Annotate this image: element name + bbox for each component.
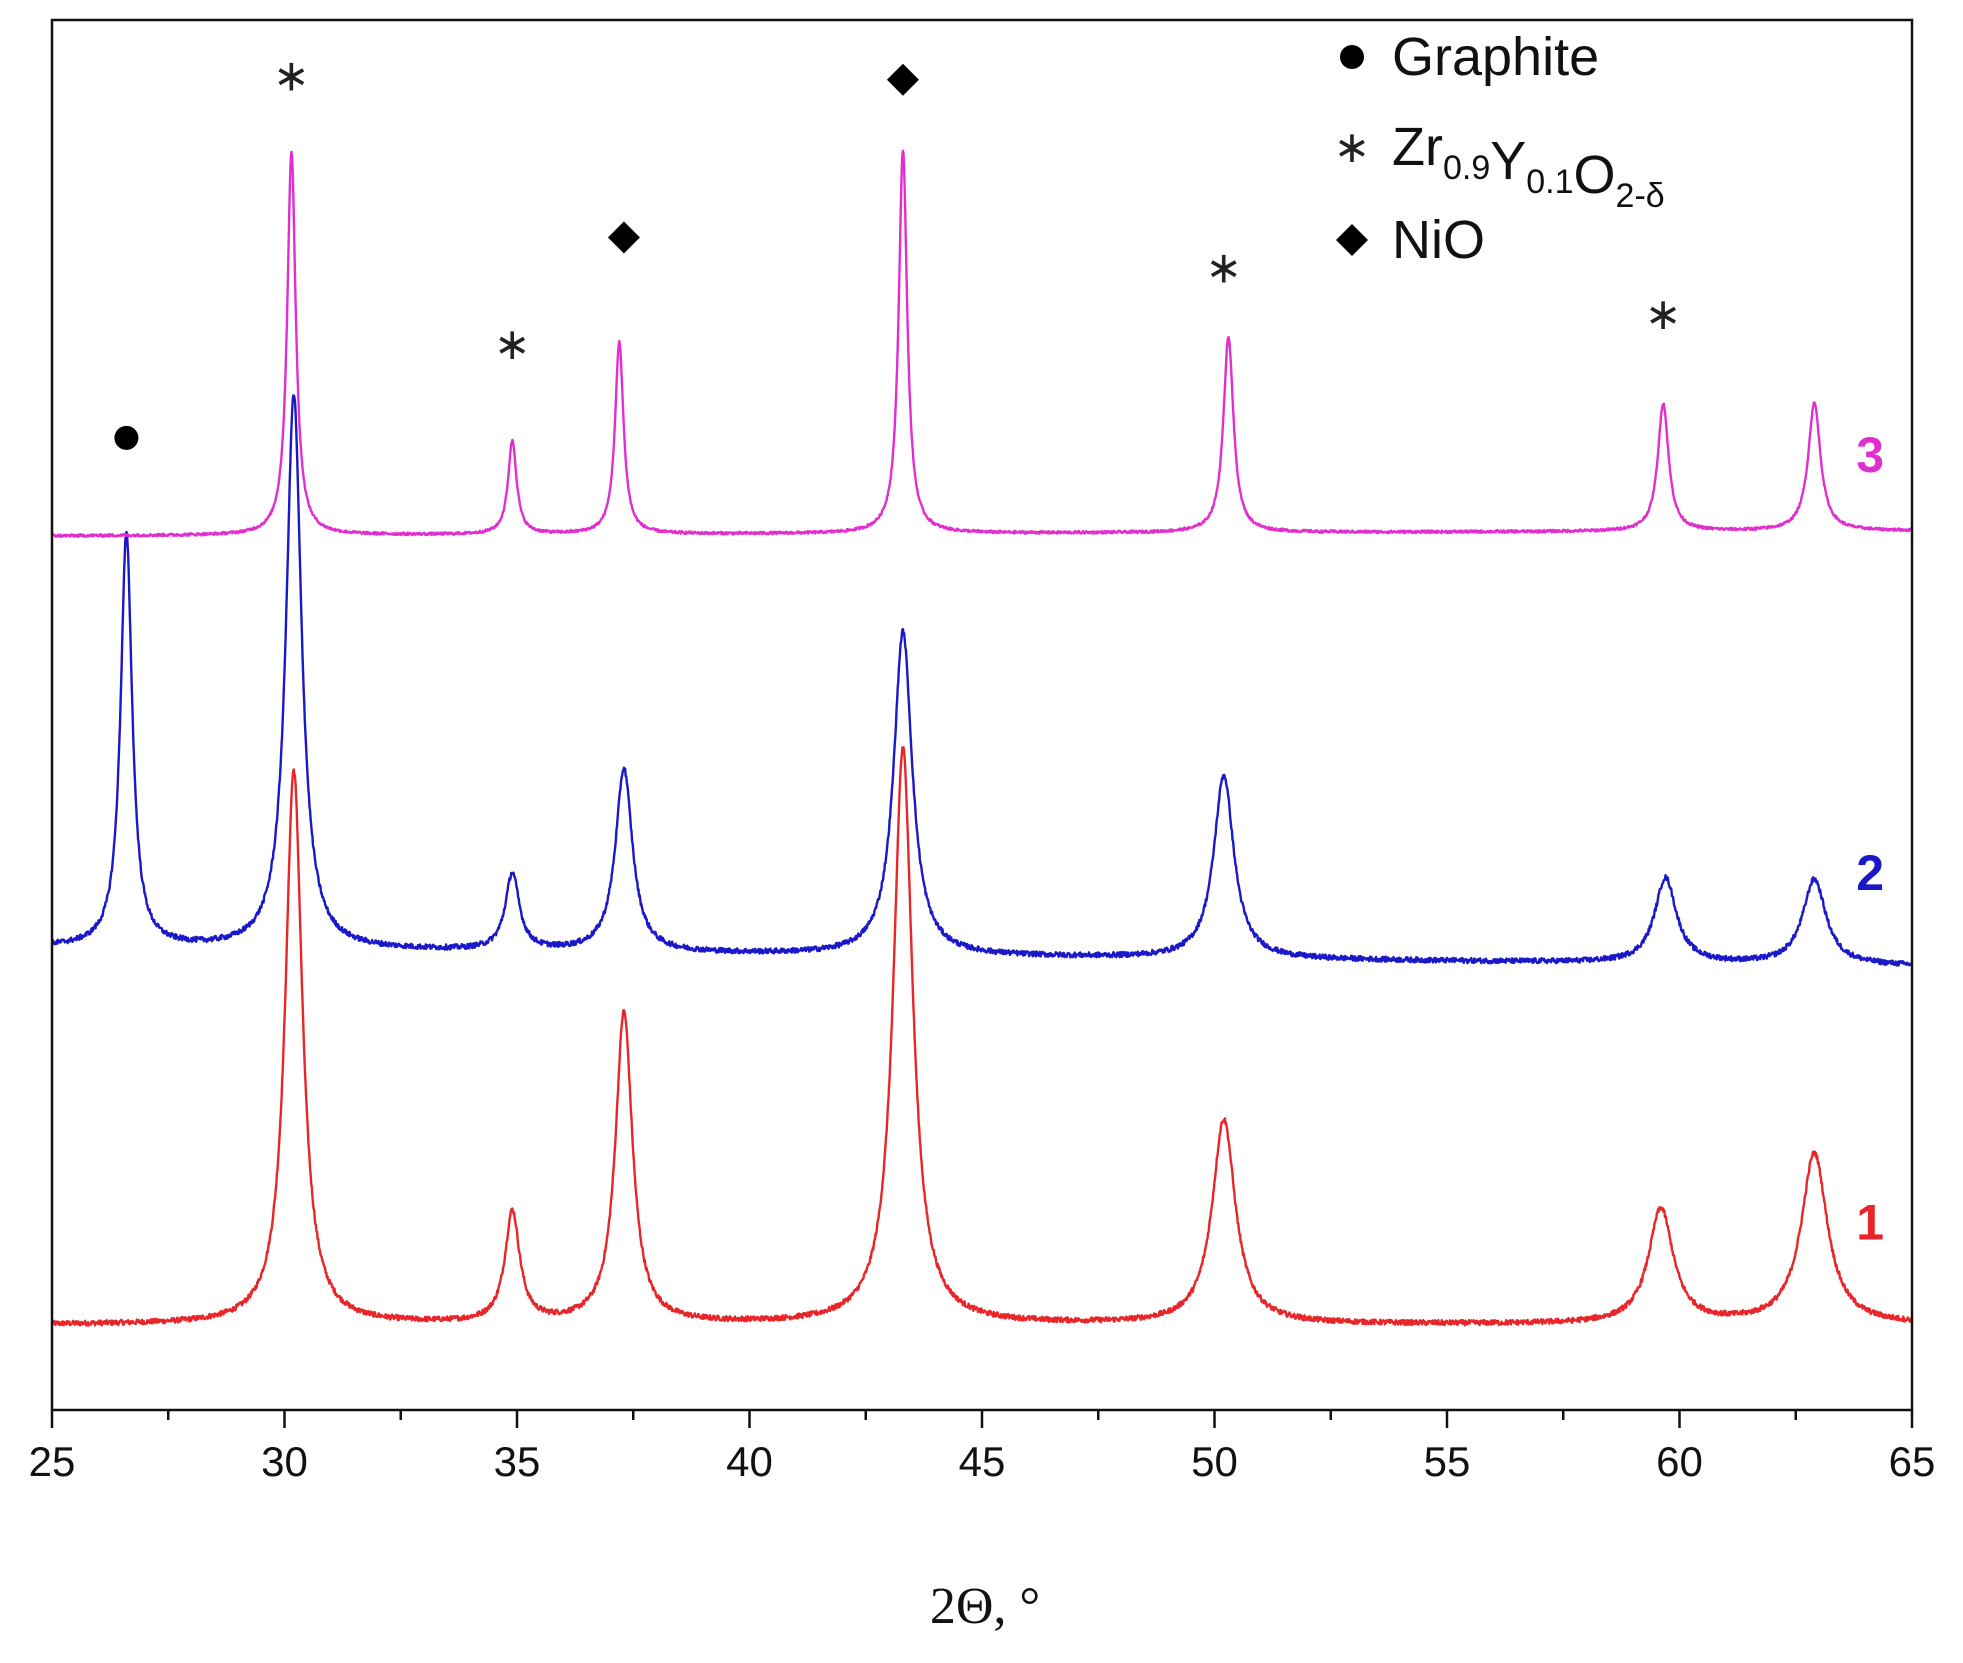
series-label-3: 3	[1856, 427, 1884, 483]
legend-text-part: O	[1574, 145, 1616, 205]
series-line-1	[50, 746, 1914, 1327]
plot-frame	[50, 18, 1914, 1412]
x-tick-label: 30	[261, 1438, 308, 1485]
series-labels: 3 2 1	[1856, 427, 1884, 1250]
x-axis: 25 30 35 40 45 50 55 60 65	[29, 18, 1936, 1485]
legend-item-label: NiO	[1392, 210, 1485, 270]
circle-marker-icon	[114, 425, 139, 450]
x-tick-label: 25	[29, 1438, 76, 1485]
legend-item-label: Zr0.9Y0.1O2-δ	[1392, 117, 1665, 215]
legend-item-label: Graphite	[1392, 27, 1599, 87]
x-axis-title: 2Θ, °	[930, 1578, 1040, 1635]
star-marker-icon: ∗	[273, 50, 310, 101]
x-tick-label: 65	[1889, 1438, 1936, 1485]
circle-marker-icon	[1340, 45, 1364, 69]
x-tick-label: 55	[1424, 1438, 1471, 1485]
star-marker-icon: ∗	[1334, 122, 1371, 173]
legend-text-part: Zr	[1392, 117, 1443, 177]
legend-subscript: 0.1	[1526, 163, 1573, 201]
diamond-marker-icon	[886, 63, 919, 96]
series-line-2	[50, 394, 1914, 967]
diamond-marker-icon	[607, 221, 640, 254]
x-tick-label: 35	[494, 1438, 541, 1485]
legend-subscript: 2-δ	[1616, 177, 1665, 215]
diamond-marker-icon	[1336, 224, 1368, 256]
x-tick-label: 45	[959, 1438, 1006, 1485]
legend-text-part: Y	[1490, 131, 1526, 191]
x-tick-label: 50	[1191, 1438, 1238, 1485]
plot-area	[50, 149, 1914, 1327]
legend-subscript: 0.9	[1443, 149, 1490, 187]
peak-markers: ∗ ∗ ∗ ∗	[114, 50, 1682, 450]
x-tick-label: 60	[1656, 1438, 1703, 1485]
star-marker-icon: ∗	[494, 319, 531, 370]
x-tick-label: 40	[726, 1438, 773, 1485]
series-label-1: 1	[1856, 1194, 1884, 1250]
star-marker-icon: ∗	[1645, 289, 1682, 340]
series-line-3	[50, 149, 1914, 538]
star-marker-icon: ∗	[1205, 242, 1242, 293]
series-label-2: 2	[1856, 845, 1884, 901]
